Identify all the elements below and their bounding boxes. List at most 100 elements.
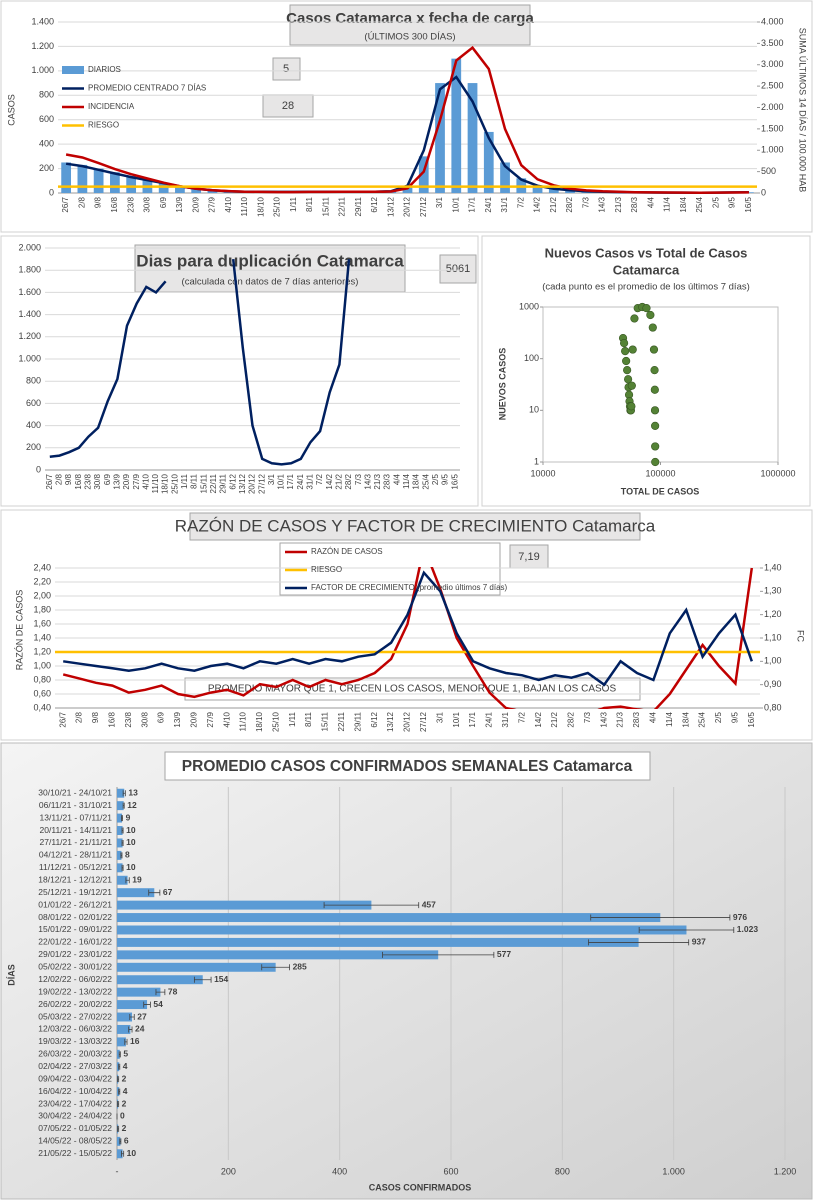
y-tick-label: 06/11/21 - 31/10/21	[39, 800, 112, 810]
x-tick-label: 10/1	[451, 196, 460, 212]
y-tick-label: 200	[39, 163, 54, 173]
x-tick-label: 7/2	[517, 711, 526, 723]
error-bar	[261, 964, 290, 971]
point	[651, 421, 660, 430]
x-tick-label: 6/12	[228, 473, 237, 489]
point	[650, 366, 659, 375]
x-tick-label: 1/11	[289, 196, 298, 212]
x-tick-label: 28/3	[630, 196, 639, 212]
data-label: 937	[692, 937, 706, 947]
y2-tick-label: 0	[761, 187, 766, 197]
y-tick-label: 1.200	[18, 331, 41, 341]
y-tick-label: 08/01/22 - 02/01/22	[38, 912, 112, 922]
x-tick-label: 9/5	[731, 711, 740, 723]
x-tick-label: 27/9	[208, 196, 217, 212]
x-tick-label: 1/11	[180, 473, 189, 489]
x-tick-label: 8/11	[304, 711, 313, 727]
bar	[93, 168, 104, 193]
x-tick-label: 21/3	[373, 473, 382, 489]
x-axis-label: CASOS CONFIRMADOS	[369, 1182, 472, 1192]
y-tick-label: 1.000	[31, 65, 54, 75]
x-tick-label: 30/8	[143, 196, 152, 212]
error-bar	[119, 1138, 122, 1145]
x-tick-label: 8/11	[190, 473, 199, 489]
y-tick-label: 19/03/22 - 13/03/22	[38, 1036, 112, 1046]
x-tick-label: 100000	[645, 468, 675, 478]
y-tick-label: 1,00	[33, 660, 51, 670]
x-tick-label: 29/11	[219, 473, 228, 493]
x-tick-label: 16/5	[744, 196, 753, 212]
x-tick-label: 7/2	[516, 196, 525, 208]
x-tick-label: 11/10	[239, 711, 248, 731]
x-tick-label: 25/4	[698, 711, 707, 727]
y-tick-label: 04/12/21 - 28/11/21	[39, 850, 112, 860]
x-tick-label: 15/11	[199, 473, 208, 493]
chart-title: Nuevos Casos vs Total de Casos	[545, 245, 748, 260]
x-tick-label: 9/8	[91, 711, 100, 723]
x-tick-label: 400	[332, 1166, 347, 1176]
y-tick-label: 400	[39, 139, 54, 149]
bar	[117, 900, 372, 910]
data-label: 2	[122, 1073, 127, 1083]
bar	[117, 1136, 121, 1146]
bar	[117, 1037, 126, 1047]
bar	[77, 164, 88, 193]
x-tick-label: 10000	[530, 468, 555, 478]
x-tick-label: 31/1	[500, 196, 509, 212]
x-tick-label: 28/3	[383, 473, 392, 489]
data-label: 9	[126, 812, 131, 822]
y-tick-label: 0,80	[33, 674, 51, 684]
x-tick-label: 2/5	[714, 711, 723, 723]
chart-title: PROMEDIO CASOS CONFIRMADOS SEMANALES Cat…	[182, 758, 633, 775]
y-axis-label: DÍAS	[6, 964, 16, 986]
y-axis-label: CASOS	[6, 94, 16, 126]
legend-box	[279, 542, 501, 596]
error-bar	[121, 827, 124, 834]
x-tick-label: 14/3	[599, 711, 608, 727]
bar	[117, 1049, 120, 1059]
x-tick-label: -	[116, 1166, 119, 1176]
x-tick-label: 16/8	[110, 196, 119, 212]
x-tick-label: 14/2	[325, 473, 334, 489]
x-tick-label: 20/12	[403, 711, 412, 732]
x-tick-label: 21/3	[616, 711, 625, 727]
point	[650, 385, 659, 394]
y-tick-label: 23/04/22 - 17/04/22	[38, 1098, 112, 1108]
x-tick-label: 11/4	[663, 196, 672, 212]
x-tick-label: 28/2	[565, 196, 574, 212]
error-bar	[588, 939, 690, 946]
x-tick-label: 11/10	[151, 473, 160, 493]
y2-tick-label: 0,90	[764, 679, 782, 689]
bar	[117, 801, 124, 811]
data-label: 13	[128, 787, 138, 797]
data-label: 2	[122, 1123, 127, 1133]
x-tick-label: 24/1	[485, 711, 494, 727]
legend-label: PROMEDIO CENTRADO 7 DÍAS	[88, 84, 206, 93]
legend-label: RIESGO	[88, 121, 119, 130]
x-tick-label: 6/12	[370, 196, 379, 212]
x-tick-label: 27/12	[419, 711, 428, 732]
x-tick-label: 9/5	[728, 196, 737, 208]
data-label: 54	[153, 999, 163, 1009]
y-tick-label: 1,40	[33, 632, 51, 642]
y-tick-label: 02/04/22 - 27/03/22	[38, 1061, 112, 1071]
chart-title: Catamarca	[613, 262, 680, 277]
x-tick-label: 13/9	[112, 473, 121, 489]
x-tick-label: 27/9	[206, 711, 215, 727]
bar	[126, 175, 137, 193]
x-tick-label: 23/8	[84, 473, 93, 489]
x-tick-label: 9/8	[64, 473, 73, 485]
y2-tick-label: 3.000	[761, 59, 784, 69]
x-tick-label: 20/12	[403, 196, 412, 217]
panel	[481, 235, 811, 507]
error-bar	[323, 902, 420, 909]
x-tick-label: 3/1	[267, 473, 276, 485]
y2-tick-label: 4.000	[761, 16, 784, 26]
y-tick-label: 29/01/22 - 23/01/22	[38, 949, 112, 959]
bar	[158, 183, 169, 193]
chart-title: RAZÓN DE CASOS Y FACTOR DE CRECIMIENTO C…	[175, 516, 656, 535]
bar	[467, 83, 478, 193]
error-bar	[117, 1076, 120, 1083]
legend-label: INCIDENCIA	[88, 102, 135, 111]
point	[646, 310, 655, 320]
